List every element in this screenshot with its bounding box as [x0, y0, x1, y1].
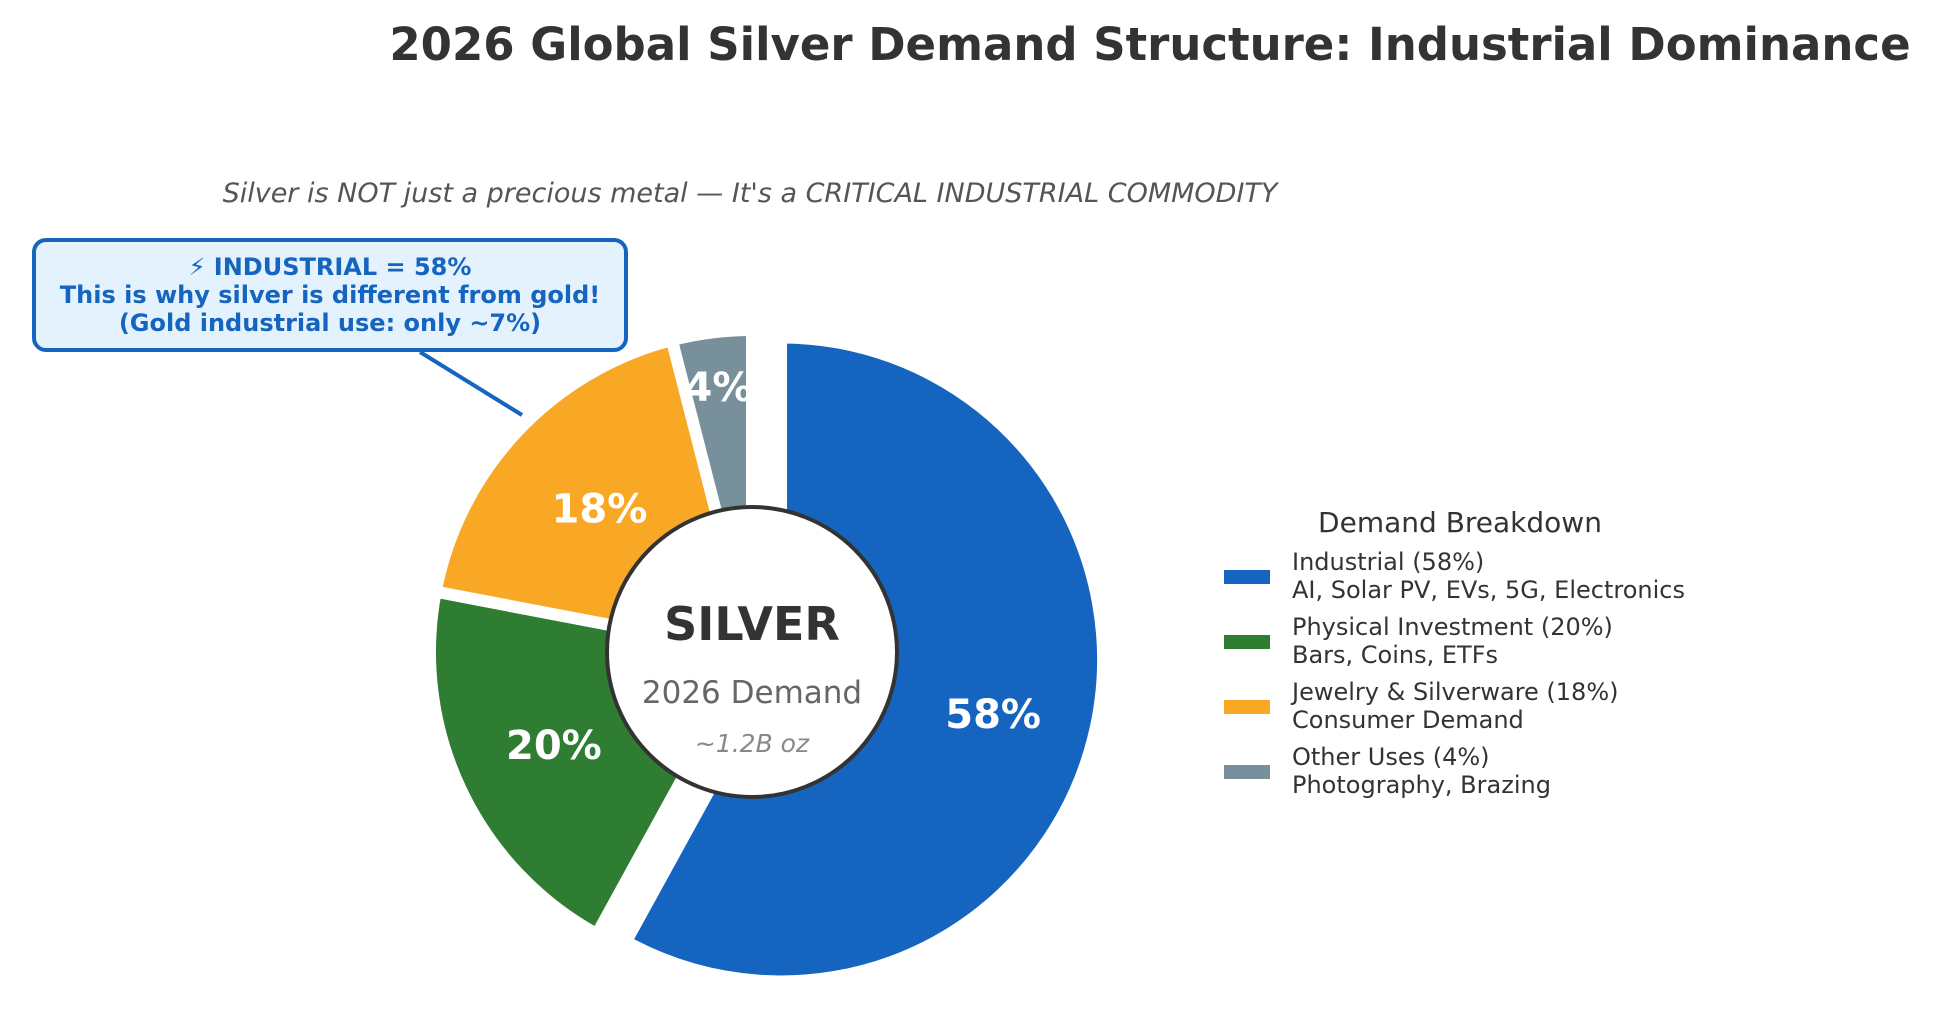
legend-label-industrial: Industrial (58%) [1292, 548, 1484, 576]
pie-labels: 58% 20% 18% 4% [506, 365, 1041, 769]
legend-detail-industrial: AI, Solar PV, EVs, 5G, Electronics [1292, 576, 1685, 604]
legend-swatch-industrial [1224, 570, 1270, 584]
legend-detail-other: Photography, Brazing [1292, 771, 1551, 799]
pie-label-physical-investment: 20% [506, 723, 602, 769]
legend-detail-jewelry: Consumer Demand [1292, 706, 1524, 734]
legend-swatch-other [1224, 765, 1270, 779]
center-title: SILVER [664, 597, 840, 651]
legend-swatch-jewelry [1224, 700, 1270, 714]
pie-label-jewelry-silverware: 18% [552, 487, 648, 533]
callout-line-1: ⚡ INDUSTRIAL = 58% [189, 253, 472, 281]
legend-label-jewelry: Jewelry & Silverware (18%) [1290, 678, 1619, 706]
chart-title: 2026 Global Silver Demand Structure: Ind… [389, 18, 1910, 71]
callout-line-2: This is why silver is different from gol… [60, 281, 600, 309]
callout-box [32, 238, 628, 352]
legend-label-other: Other Uses (4%) [1292, 743, 1490, 771]
callout-line-3: (Gold industrial use: only ~7%) [119, 309, 541, 337]
center-note: ~1.2B oz [695, 729, 810, 758]
legend-title: Demand Breakdown [1318, 506, 1602, 539]
pie-label-industrial: 58% [945, 692, 1041, 738]
center-circle [605, 505, 899, 799]
callout-connector [418, 350, 524, 417]
legend-label-investment: Physical Investment (20%) [1292, 613, 1613, 641]
legend-swatch-investment [1224, 635, 1270, 649]
chart-subtitle: Silver is NOT just a precious metal — It… [223, 178, 1280, 209]
legend-detail-investment: Bars, Coins, ETFs [1292, 641, 1498, 669]
pie-label-other-uses: 4% [685, 365, 753, 411]
center-subtitle: 2026 Demand [642, 675, 862, 711]
